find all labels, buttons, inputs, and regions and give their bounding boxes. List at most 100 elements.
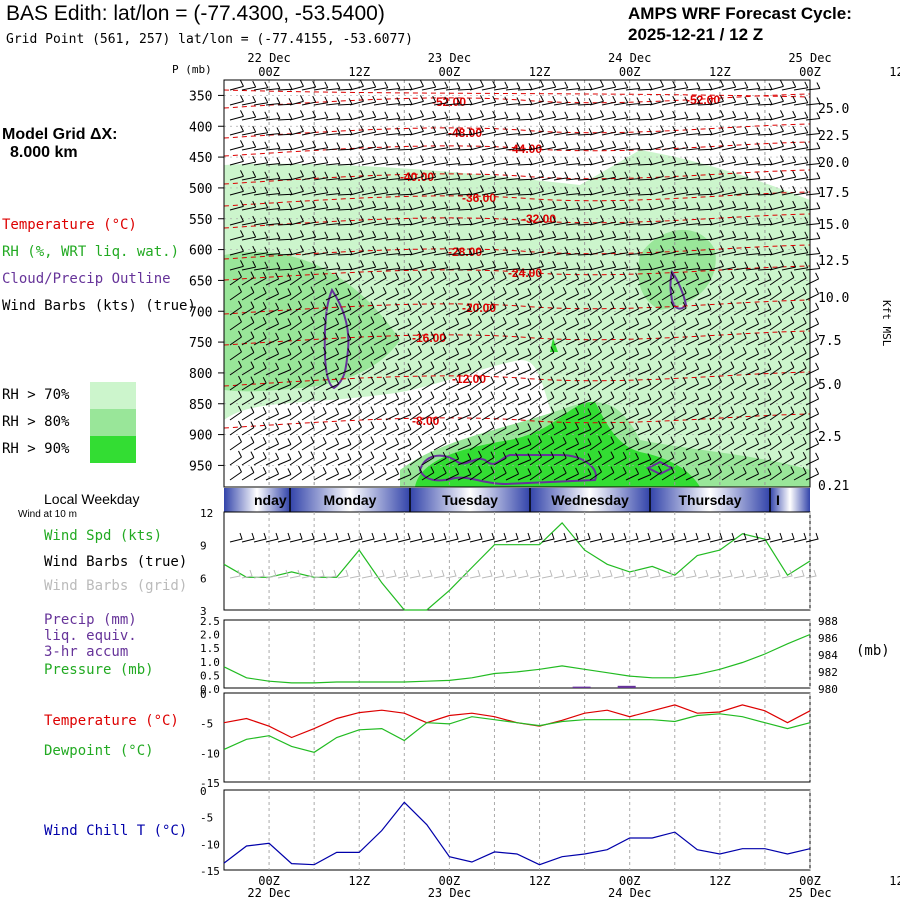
wind-barb bbox=[709, 230, 724, 241]
wind-barb bbox=[613, 201, 629, 211]
wind-barb bbox=[241, 200, 257, 211]
wind-barb bbox=[397, 113, 413, 121]
rh90-area bbox=[415, 401, 700, 487]
wind-barb bbox=[253, 331, 267, 346]
wind-barb bbox=[517, 348, 532, 361]
wind-barb bbox=[757, 188, 773, 196]
wind-barb bbox=[349, 465, 362, 481]
wind-barb bbox=[769, 110, 784, 121]
rh70-label: RH > 70% bbox=[2, 387, 70, 403]
wind-barb bbox=[745, 452, 760, 466]
wind-barb bbox=[481, 391, 495, 406]
surface-wind-barb bbox=[253, 532, 267, 543]
wind-barb bbox=[673, 376, 687, 391]
wind-barb bbox=[685, 362, 700, 376]
wind-barb bbox=[769, 360, 782, 376]
wind-barb bbox=[565, 347, 580, 361]
wind-barb bbox=[685, 287, 700, 301]
wind-barb bbox=[289, 170, 304, 181]
wind-barb bbox=[445, 217, 461, 226]
wind-barb bbox=[685, 262, 701, 271]
top-time-tick-label: 00Z bbox=[619, 65, 641, 79]
wind-barb bbox=[505, 157, 521, 166]
precip-tick: 2.0 bbox=[200, 629, 220, 642]
wind-barb bbox=[733, 331, 747, 346]
wind-barb bbox=[469, 420, 482, 436]
wind-barb bbox=[337, 218, 353, 226]
wind-barb bbox=[349, 330, 362, 346]
wind-barb bbox=[613, 391, 627, 406]
wind-barb bbox=[637, 188, 653, 196]
wind-barb bbox=[313, 466, 327, 481]
wind-barb bbox=[577, 83, 593, 91]
wind-barb bbox=[373, 201, 389, 211]
wind-barb bbox=[397, 203, 413, 211]
wind-barb bbox=[697, 248, 713, 256]
wind-barb bbox=[553, 451, 567, 466]
wind-barb bbox=[481, 110, 497, 121]
wind-barb bbox=[745, 467, 760, 481]
wind-barb bbox=[757, 303, 772, 316]
wind-barb bbox=[529, 435, 542, 451]
wind-barb bbox=[709, 215, 724, 226]
wind-barb bbox=[481, 170, 497, 181]
wind-barb bbox=[577, 98, 593, 106]
wind-barb bbox=[517, 438, 532, 451]
wind-barb bbox=[721, 406, 735, 421]
wind-barb bbox=[373, 261, 389, 271]
wind-barb bbox=[529, 390, 542, 406]
wind-barb bbox=[661, 451, 675, 466]
wind-barb bbox=[577, 128, 593, 136]
surface-wind-barb bbox=[241, 532, 255, 543]
wind-barb bbox=[757, 203, 773, 211]
wind-barb bbox=[589, 185, 604, 196]
wind-barb bbox=[733, 156, 749, 166]
wind-barb bbox=[397, 233, 413, 241]
wind-barb bbox=[301, 260, 317, 271]
wind-barb bbox=[709, 125, 724, 136]
wind-barb bbox=[349, 260, 364, 271]
isotherm-label: -32.00 bbox=[522, 212, 556, 226]
wind-barb bbox=[229, 300, 242, 316]
wind-barb bbox=[253, 391, 267, 406]
surface-wind-barb bbox=[541, 532, 555, 543]
wind-barb bbox=[313, 391, 327, 406]
wind-barb bbox=[517, 378, 532, 391]
wind-barb bbox=[385, 232, 401, 241]
wind-barb bbox=[721, 331, 735, 346]
wind-barb bbox=[745, 422, 760, 436]
wind-barb bbox=[613, 96, 629, 106]
wind-barb bbox=[349, 420, 362, 436]
pressure-tick-label: 500 bbox=[189, 182, 212, 197]
wind-barb bbox=[793, 171, 809, 181]
wind-barb bbox=[445, 332, 460, 346]
wind-barb bbox=[721, 361, 735, 376]
wind-barb bbox=[553, 316, 567, 331]
surface-wind-barb-grid bbox=[301, 569, 313, 579]
wind-barb bbox=[337, 203, 353, 211]
wind-barb bbox=[565, 467, 580, 481]
wind-barb bbox=[793, 301, 807, 316]
wind-barb bbox=[301, 271, 315, 286]
wind-barb bbox=[613, 186, 629, 196]
wind-barb bbox=[781, 466, 795, 481]
wind-barb bbox=[673, 231, 689, 241]
wind-barb bbox=[481, 215, 497, 226]
wind-barb bbox=[589, 200, 604, 211]
wind-barb bbox=[553, 111, 569, 121]
wind-barb bbox=[733, 376, 747, 391]
wind-barb bbox=[781, 286, 795, 301]
wind-barb bbox=[793, 436, 807, 451]
wind-barb bbox=[517, 263, 533, 271]
wind-barb bbox=[637, 143, 653, 151]
wind-barb bbox=[397, 438, 412, 451]
wind-barb bbox=[745, 202, 761, 211]
wind-barb bbox=[361, 331, 375, 346]
wind-barb bbox=[397, 303, 412, 316]
wind-barb bbox=[745, 262, 761, 271]
wind-barb bbox=[289, 80, 304, 91]
wind-barb bbox=[361, 436, 375, 451]
wind-barb bbox=[457, 128, 473, 136]
wind-barb bbox=[733, 171, 749, 181]
wind-barb bbox=[241, 245, 257, 256]
